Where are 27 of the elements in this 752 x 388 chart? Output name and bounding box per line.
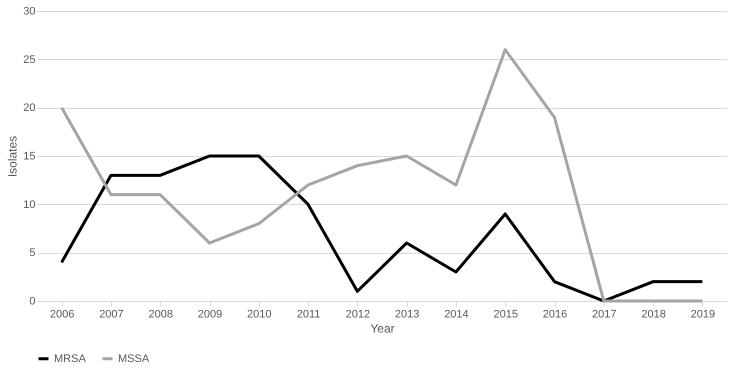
x-tick-label: 2006 [50, 308, 74, 320]
x-tick-label: 2012 [346, 308, 370, 320]
y-tick-label: 30 [23, 6, 36, 18]
legend-label: MRSA [54, 352, 86, 365]
y-tick-label: 10 [23, 198, 36, 211]
x-tick-label: 2011 [296, 308, 320, 320]
line-series [60, 48, 704, 302]
x-tick-label: 2010 [247, 308, 272, 320]
x-tick-label: 2019 [690, 308, 716, 320]
x-tick-label: 2017 [592, 308, 617, 320]
x-tick-label: 2009 [198, 308, 222, 320]
y-tick-label: 5 [29, 247, 36, 260]
x-tick-label: 2013 [394, 308, 420, 320]
line-series [60, 154, 704, 302]
legend-label: MSSA [118, 352, 150, 365]
x-axis-title: Year [370, 322, 395, 336]
x-tick-label: 2008 [148, 308, 173, 320]
y-tick-label: 25 [23, 54, 36, 66]
y-tick-label: 15 [23, 150, 36, 162]
y-tick-label: 0 [29, 296, 36, 308]
y-axis-title: Isolates [5, 136, 20, 178]
x-tick-label: 2007 [99, 308, 124, 320]
x-tick-label: 2016 [542, 308, 568, 320]
x-tick-label: 2015 [493, 308, 518, 320]
x-tick-label: 2018 [641, 308, 666, 320]
x-tick-label: 2014 [444, 308, 469, 320]
y-tick-label: 20 [23, 102, 36, 114]
